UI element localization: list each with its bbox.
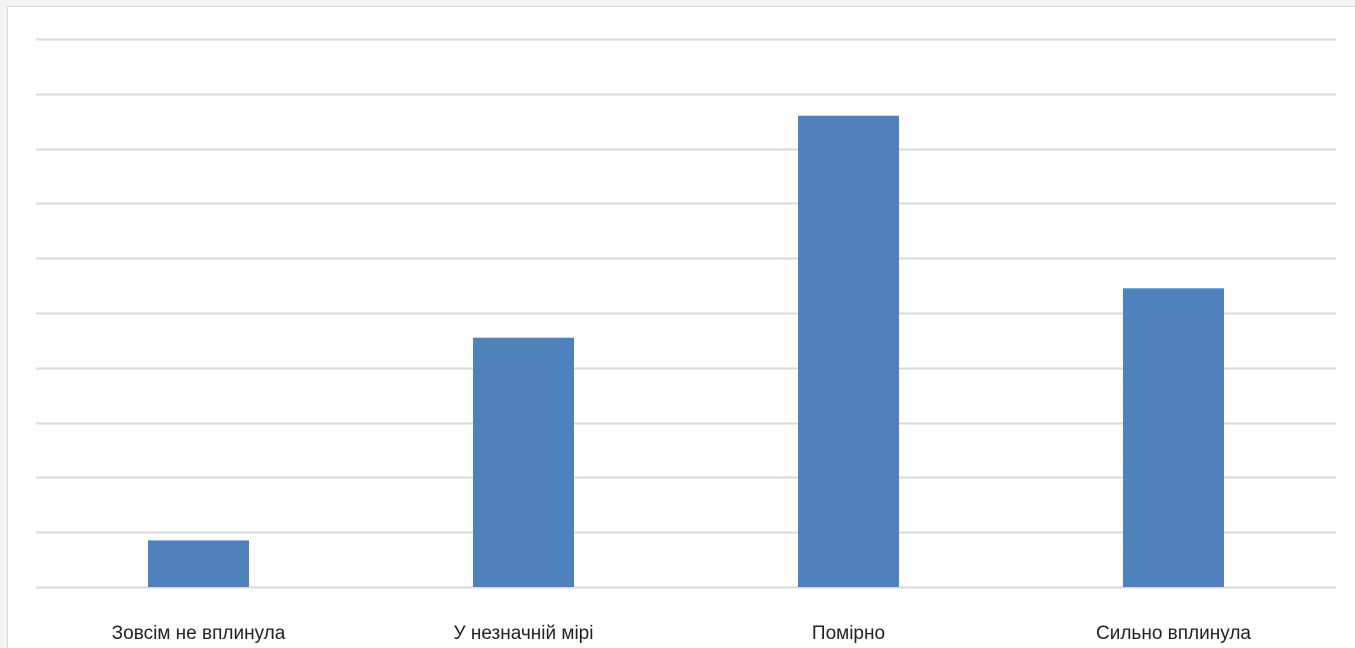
bar — [473, 337, 574, 587]
bar — [148, 540, 249, 587]
bars — [148, 115, 1224, 587]
x-tick-labels: Зовсім не вплинула У незначній мірі Помірн… — [112, 623, 1252, 644]
bar — [1123, 288, 1224, 587]
gridlines — [36, 38, 1336, 589]
bar — [798, 115, 899, 587]
x-tick-label: Сильно вплинула — [1096, 623, 1251, 644]
x-tick-label: Зовсім не вплинула — [112, 623, 286, 644]
x-tick-label: У незначній мірі — [454, 623, 594, 644]
x-tick-label: Помірно — [812, 623, 885, 644]
